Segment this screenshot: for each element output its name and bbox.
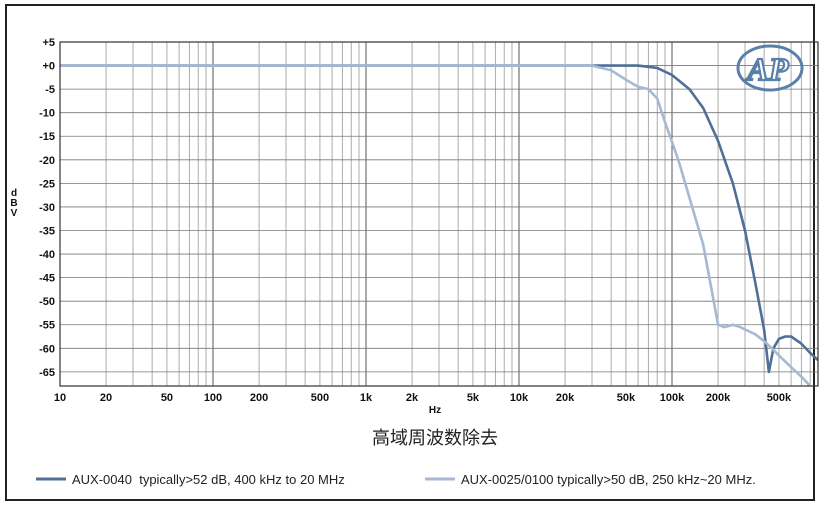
y-tick-label: +5 — [42, 37, 55, 49]
x-tick-label: 50k — [617, 392, 636, 404]
x-axis-label: Hz — [429, 405, 441, 416]
x-axis-tick-labels: 10 20 50 100 200 500 1k 2k 5k 10k 20k 50k 100k 200k 50… — [54, 392, 792, 404]
x-tick-label: 10 — [54, 392, 66, 404]
series-lines — [60, 64, 818, 386]
x-tick-label: 1k — [360, 392, 373, 404]
x-tick-label: 500 — [311, 392, 329, 404]
y-tick-label: -25 — [39, 178, 55, 190]
x-tick-label: 200 — [250, 392, 268, 404]
y-tick-label: +0 — [42, 61, 55, 73]
plot-grid — [59, 41, 819, 386]
y-tick-label: -10 — [39, 108, 55, 120]
x-tick-label: 200k — [706, 392, 731, 404]
y-tick-label: -45 — [39, 273, 55, 285]
y-axis-label-v: V — [11, 208, 18, 219]
y-tick-label: -30 — [39, 202, 55, 214]
x-tick-label: 5k — [467, 392, 480, 404]
y-axis-tick-labels: +5 +0 -5 -10 -15 -20 -25 -30 -35 -40 -45 -50 -55 -60 -… — [39, 37, 55, 379]
y-tick-label: -15 — [39, 131, 55, 143]
chart-caption: 高域周波数除去 — [372, 428, 498, 449]
y-tick-label: -5 — [45, 84, 55, 96]
y-axis-label-b: B — [10, 198, 17, 209]
ap-logo: AP — [736, 44, 804, 92]
x-tick-label: 500k — [767, 392, 792, 404]
x-tick-label: 20k — [556, 392, 575, 404]
plot-border — [59, 41, 819, 387]
x-tick-label: 100 — [204, 392, 222, 404]
x-tick-label: 2k — [406, 392, 419, 404]
svg-text:AP: AP — [746, 51, 789, 87]
series-line-0 — [60, 64, 818, 374]
y-tick-label: -50 — [39, 296, 55, 308]
y-tick-label: -40 — [39, 249, 55, 261]
legend-label-aux-0040: AUX-0040 typically>52 dB, 400 kHz to 20 … — [72, 472, 345, 487]
figure-border — [5, 4, 815, 501]
y-axis-label-d: d — [11, 188, 17, 199]
legend-label-aux-0025-0100: AUX-0025/0100 typically>50 dB, 250 kHz~2… — [461, 472, 756, 487]
x-tick-label: 20 — [100, 392, 112, 404]
x-tick-label: 10k — [510, 392, 529, 404]
legend: AUX-0040 typically>52 dB, 400 kHz to 20 … — [36, 472, 756, 487]
y-tick-label: -55 — [39, 320, 55, 332]
y-tick-label: -60 — [39, 343, 55, 355]
x-tick-label: 50 — [161, 392, 173, 404]
y-tick-label: -65 — [39, 367, 55, 379]
y-tick-label: -20 — [39, 155, 55, 167]
y-tick-label: -35 — [39, 225, 55, 237]
series-line-1 — [60, 64, 812, 386]
x-tick-label: 100k — [660, 392, 685, 404]
